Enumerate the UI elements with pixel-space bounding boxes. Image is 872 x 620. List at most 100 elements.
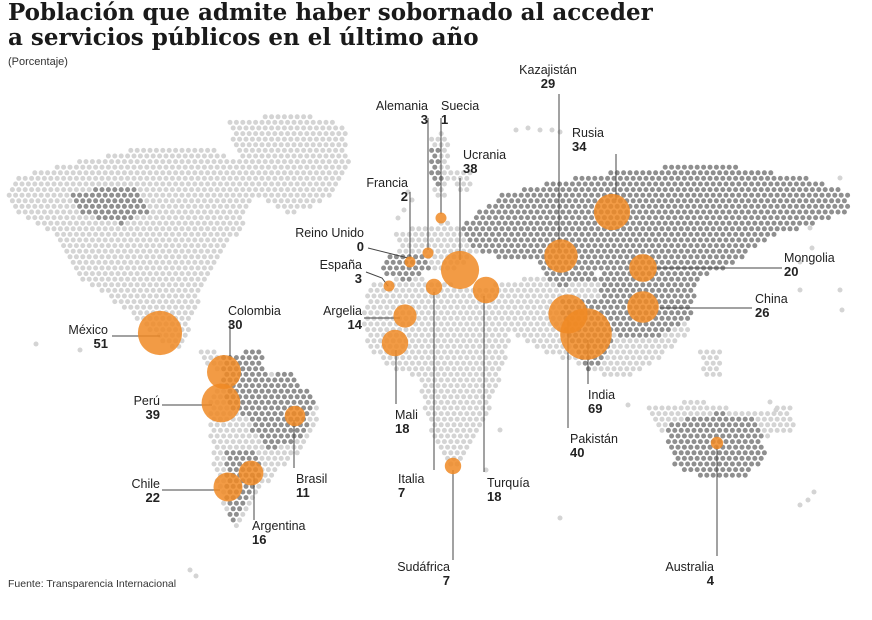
land-dot — [665, 237, 671, 243]
land-dot — [112, 164, 118, 170]
land-dot — [115, 282, 121, 288]
land-dot — [86, 243, 92, 249]
land-dot — [253, 175, 259, 181]
label-china: China 26 — [755, 292, 788, 320]
land-dot — [467, 327, 473, 333]
land-dot — [525, 237, 531, 243]
land-dot — [278, 142, 284, 148]
land-dot — [269, 181, 275, 187]
land-dot — [451, 433, 457, 439]
land-dot — [502, 355, 508, 361]
land-dot — [726, 254, 732, 260]
land-dot — [601, 271, 607, 277]
land-dot — [301, 203, 307, 209]
land-dot — [425, 299, 431, 305]
land-dot — [781, 192, 787, 198]
land-dot — [128, 248, 134, 254]
land-dot — [147, 259, 153, 265]
land-dot — [640, 192, 646, 198]
land-dot — [137, 254, 143, 260]
land-dot — [739, 187, 745, 193]
land-dot — [134, 147, 140, 153]
land-dot — [560, 287, 566, 293]
land-dot — [713, 209, 719, 215]
land-dot — [502, 310, 508, 316]
land-dot — [169, 198, 175, 204]
land-dot — [541, 299, 547, 305]
land-dot — [726, 198, 732, 204]
land-dot — [621, 304, 627, 310]
land-dot — [605, 254, 611, 260]
land-dot — [643, 321, 649, 327]
land-dot — [694, 175, 700, 181]
land-dot — [147, 147, 153, 153]
land-dot — [317, 187, 323, 193]
land-dot — [681, 399, 687, 405]
land-dot — [246, 422, 252, 428]
land-dot — [233, 523, 239, 529]
island-dot — [797, 502, 803, 508]
land-dot — [256, 371, 262, 377]
land-dot — [611, 287, 617, 293]
land-dot — [73, 187, 79, 193]
land-dot — [297, 198, 303, 204]
land-dot — [198, 147, 204, 153]
land-dot — [438, 411, 444, 417]
land-dot — [672, 315, 678, 321]
land-dot — [672, 416, 678, 422]
land-dot — [249, 170, 255, 176]
land-dot — [765, 175, 771, 181]
land-dot — [457, 411, 463, 417]
land-dot — [659, 416, 665, 422]
land-dot — [22, 209, 28, 215]
land-dot — [694, 231, 700, 237]
land-dot — [803, 220, 809, 226]
land-dot — [342, 142, 348, 148]
land-dot — [643, 220, 649, 226]
country-value: 11 — [296, 485, 310, 500]
land-dot — [790, 209, 796, 215]
land-dot — [742, 237, 748, 243]
country-name: Ucrania — [463, 148, 507, 162]
land-dot — [70, 248, 76, 254]
land-dot — [704, 461, 710, 467]
land-dot — [621, 360, 627, 366]
land-dot — [758, 444, 764, 450]
land-dot — [605, 243, 611, 249]
land-dot — [701, 455, 707, 461]
land-dot — [429, 136, 435, 142]
land-dot — [659, 349, 665, 355]
land-dot — [688, 231, 694, 237]
land-dot — [486, 371, 492, 377]
land-dot — [141, 304, 147, 310]
land-dot — [438, 321, 444, 327]
land-dot — [432, 332, 438, 338]
land-dot — [70, 181, 76, 187]
land-dot — [569, 203, 575, 209]
land-dot — [493, 360, 499, 366]
land-dot — [557, 226, 563, 232]
land-dot — [141, 203, 147, 209]
land-dot — [390, 259, 396, 265]
land-dot — [329, 142, 335, 148]
land-dot — [461, 315, 467, 321]
land-dot — [806, 181, 812, 187]
land-dot — [419, 332, 425, 338]
land-dot — [153, 159, 159, 165]
land-dot — [195, 231, 201, 237]
land-dot — [653, 327, 659, 333]
land-dot — [307, 427, 313, 433]
land-dot — [86, 254, 92, 260]
land-dot — [157, 209, 163, 215]
land-dot — [265, 164, 271, 170]
land-dot — [806, 203, 812, 209]
land-dot — [710, 450, 716, 456]
bubble-sudáfrica — [444, 457, 462, 475]
land-dot — [281, 136, 287, 142]
land-dot — [525, 327, 531, 333]
land-dot — [294, 394, 300, 400]
land-dot — [32, 170, 38, 176]
land-dot — [67, 254, 73, 260]
land-dot — [509, 299, 515, 305]
land-dot — [198, 159, 204, 165]
